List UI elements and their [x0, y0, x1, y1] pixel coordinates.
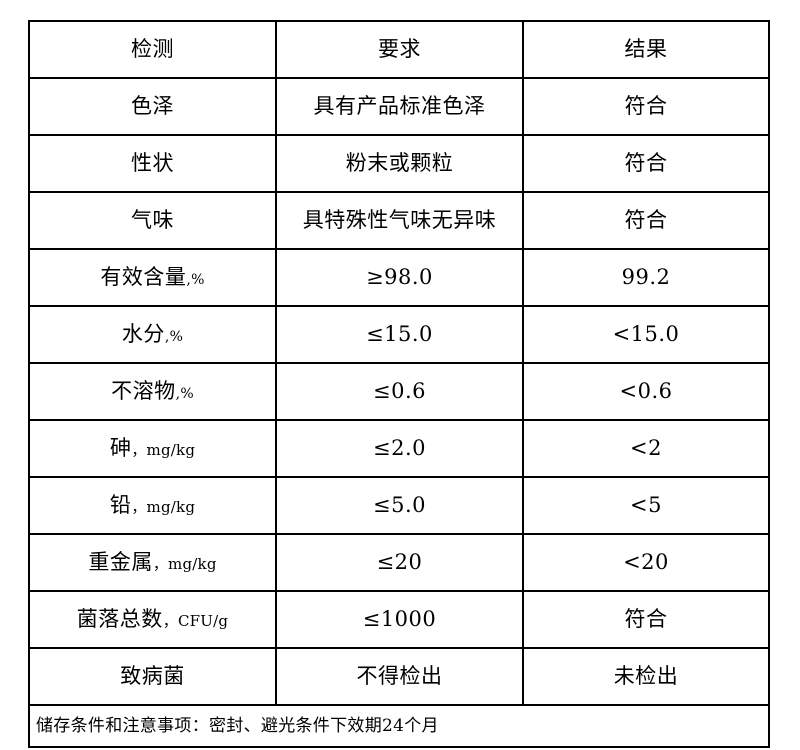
cell-requirement: ≤20	[275, 533, 524, 592]
cell-requirement: ≤0.6	[275, 362, 524, 421]
table-row: 有效含量,% ≥98.0 99.2	[28, 248, 770, 307]
table-row: 重金属，mg/kg ≤20 <20	[28, 533, 770, 592]
table-row: 性状 粉末或颗粒 符合	[28, 134, 770, 193]
item-label: 砷	[109, 435, 132, 460]
cell-requirement: ≥98.0	[275, 248, 524, 307]
cell-result: 符合	[522, 191, 770, 250]
cell-requirement: 粉末或颗粒	[275, 134, 524, 193]
cell-requirement: 具有产品标准色泽	[275, 77, 524, 136]
cell-requirement: ≤5.0	[275, 476, 524, 535]
cell-result: <2	[522, 419, 770, 478]
item-label: 重金属	[88, 549, 153, 574]
item-label: 水分	[121, 321, 165, 346]
column-header-result: 结果	[522, 20, 770, 79]
cell-item: 有效含量,%	[28, 248, 277, 307]
cell-item: 气味	[28, 191, 277, 250]
cell-item: 砷，mg/kg	[28, 419, 277, 478]
item-unit: ,%	[186, 271, 205, 288]
cell-item: 菌落总数，CFU/g	[28, 590, 277, 649]
column-header-requirement: 要求	[275, 20, 524, 79]
item-label: 有效含量	[100, 264, 187, 289]
cell-item: 性状	[28, 134, 277, 193]
table-footer-row: 储存条件和注意事项：密封、避光条件下效期24个月	[28, 704, 770, 748]
cell-requirement: 不得检出	[275, 647, 524, 706]
item-unit: ，mg/kg	[131, 440, 196, 459]
item-unit: ,%	[164, 328, 184, 345]
cell-result: <20	[522, 533, 770, 592]
table-row: 致病菌 不得检出 未检出	[28, 647, 770, 706]
item-unit: ，mg/kg	[131, 497, 196, 516]
cell-item: 不溶物,%	[28, 362, 277, 421]
cell-requirement: ≤2.0	[275, 419, 524, 478]
table-header-row: 检测 要求 结果	[28, 20, 770, 79]
cell-result: <5	[522, 476, 770, 535]
item-unit: ,%	[175, 385, 194, 402]
cell-requirement: 具特殊性气味无异味	[275, 191, 524, 250]
cell-result: 未检出	[522, 647, 770, 706]
item-label: 菌落总数	[76, 606, 163, 631]
storage-note: 储存条件和注意事项：密封、避光条件下效期24个月	[28, 704, 770, 748]
item-label: 性状	[131, 150, 174, 175]
cell-result: 符合	[522, 590, 770, 649]
cell-result: <15.0	[522, 305, 770, 364]
cell-item: 重金属，mg/kg	[28, 533, 277, 592]
item-unit: ，mg/kg	[152, 554, 217, 573]
cell-result: 符合	[522, 134, 770, 193]
cell-result: 99.2	[522, 248, 770, 307]
table-row: 水分,% ≤15.0 <15.0	[28, 305, 770, 364]
table-row: 菌落总数，CFU/g ≤1000 符合	[28, 590, 770, 649]
cell-item: 水分,%	[28, 305, 277, 364]
specification-table: 检测 要求 结果 色泽 具有产品标准色泽 符合 性状 粉末或颗粒 符合 气味 具特殊性气味无异…	[28, 20, 770, 748]
cell-result: 符合	[522, 77, 770, 136]
cell-requirement: ≤1000	[275, 590, 524, 649]
column-header-item: 检测	[28, 20, 277, 79]
table-row: 砷，mg/kg ≤2.0 <2	[28, 419, 770, 478]
item-label: 铅	[109, 492, 132, 517]
item-unit: ，CFU/g	[162, 611, 229, 630]
item-label: 致病菌	[120, 663, 185, 688]
table-row: 气味 具特殊性气味无异味 符合	[28, 191, 770, 250]
item-label: 不溶物	[111, 378, 176, 403]
item-label: 色泽	[131, 93, 174, 118]
cell-item: 致病菌	[28, 647, 277, 706]
table-row: 不溶物,% ≤0.6 <0.6	[28, 362, 770, 421]
cell-item: 铅，mg/kg	[28, 476, 277, 535]
cell-result: <0.6	[522, 362, 770, 421]
table-row: 色泽 具有产品标准色泽 符合	[28, 77, 770, 136]
item-label: 气味	[131, 207, 174, 232]
cell-requirement: ≤15.0	[275, 305, 524, 364]
cell-item: 色泽	[28, 77, 277, 136]
table-row: 铅，mg/kg ≤5.0 <5	[28, 476, 770, 535]
